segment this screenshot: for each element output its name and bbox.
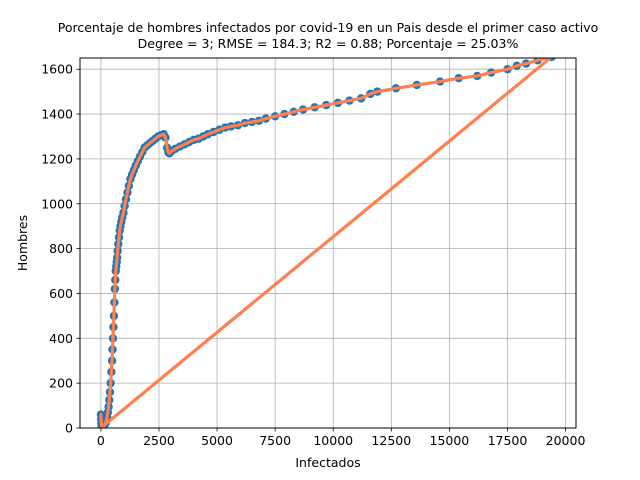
x-axis-ticks: 0 2500 5000 7500 10000 12500 15000 17500 20000	[97, 428, 586, 448]
y-tick-label: 1200	[41, 151, 73, 166]
y-tick-label: 200	[49, 376, 73, 391]
y-tick-label: 1000	[41, 196, 73, 211]
y-tick-label: 1400	[41, 107, 73, 122]
y-tick-label: 600	[49, 286, 73, 301]
grid	[80, 58, 576, 429]
x-tick-label: 12500	[371, 433, 411, 448]
x-tick-label: 20000	[546, 433, 586, 448]
chart-title-line-2: Degree = 3; RMSE = 184.3; R2 = 0.88; Por…	[138, 36, 519, 51]
y-tick-label: 1600	[41, 62, 73, 77]
x-tick-label: 15000	[430, 433, 470, 448]
x-tick-label: 2500	[143, 433, 175, 448]
plot-frame	[79, 57, 577, 429]
x-tick-label: 5000	[201, 433, 233, 448]
y-tick-label: 0	[65, 421, 73, 436]
chart-title-line-1: Porcentaje de hombres infectados por cov…	[58, 20, 599, 35]
y-axis-label: Hombres	[15, 215, 30, 271]
x-tick-label: 17500	[488, 433, 528, 448]
x-tick-label: 7500	[259, 433, 291, 448]
x-tick-label: 0	[97, 433, 105, 448]
plot-content	[96, 58, 556, 428]
y-tick-label: 400	[49, 331, 73, 346]
x-axis-label: Infectados	[295, 455, 360, 470]
x-tick-label: 10000	[313, 433, 353, 448]
y-tick-label: 800	[49, 241, 73, 256]
fit-line	[99, 58, 553, 428]
fit-line-series	[99, 58, 553, 428]
y-axis-ticks: 0 200 400 600 800 1000 1200 1400 1600	[41, 62, 80, 436]
